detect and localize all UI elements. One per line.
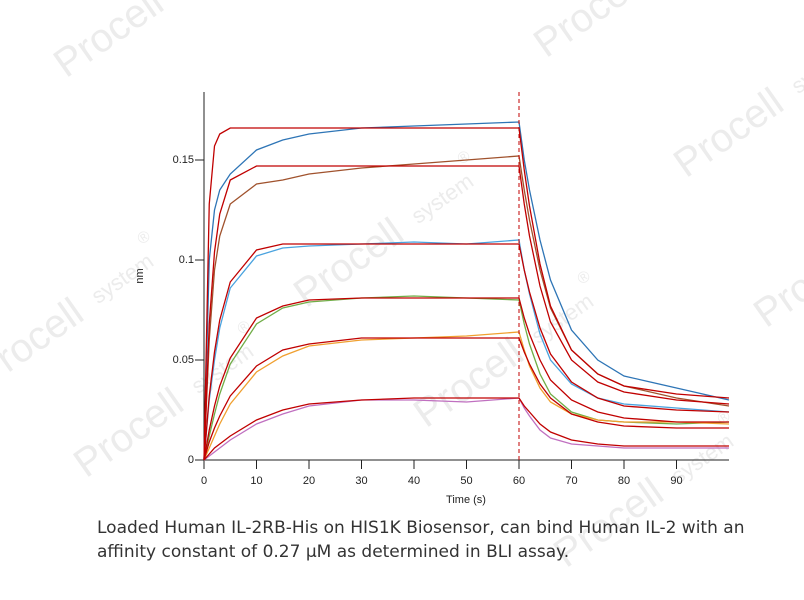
watermark-sub: system (787, 38, 804, 98)
x-tick-label: 40 (408, 475, 420, 487)
x-tick-label: 20 (303, 475, 315, 487)
watermark-mark: ® (454, 147, 474, 168)
y-tick-label: 0.15 (173, 154, 194, 166)
watermarks: Procellsystem®Procellsystem®Procellsyste… (0, 0, 804, 576)
x-tick-label: 30 (355, 475, 367, 487)
caption: Loaded Human IL-2RB-His on HIS1K Biosens… (97, 518, 745, 562)
series-line (203, 297, 729, 461)
x-tick-label: 70 (565, 475, 577, 487)
watermark-brand: Procell (66, 380, 191, 486)
x-tick-label: 90 (670, 475, 682, 487)
watermark-brand: Procell (746, 230, 804, 336)
x-tick-label: 60 (513, 475, 525, 487)
series-line (203, 337, 729, 461)
watermark-brand: Procell (666, 80, 791, 186)
watermark-brand: Procell (0, 290, 91, 396)
series-line (203, 121, 730, 461)
watermark-brand: Procell (286, 210, 411, 316)
series-line (203, 397, 729, 461)
watermark-brand: Procell (46, 0, 171, 86)
plot: 0 0.05 0.1 0.15 0 10 20 30 40 50 60 70 80 90 (173, 92, 730, 487)
y-tick-label: 0.1 (179, 254, 194, 266)
watermark-mark: ® (134, 227, 154, 248)
x-tick-label: 0 (201, 475, 207, 487)
watermark-sub: system (407, 168, 478, 228)
watermark-sub: system (187, 338, 258, 398)
series-line (203, 397, 729, 461)
x-axis-label: Time (s) (446, 494, 486, 506)
y-axis-label: nm (134, 268, 146, 283)
x-tick-label: 50 (460, 475, 472, 487)
x-tick-label: 80 (618, 475, 630, 487)
watermark-brand: Procell (526, 0, 651, 66)
series-line (203, 243, 730, 461)
series-line (203, 165, 730, 461)
watermark-mark: ® (234, 317, 254, 338)
series-line (203, 331, 730, 461)
watermark-brand: Procell (406, 330, 531, 436)
watermark-mark: ® (574, 267, 594, 288)
y-tick-label: 0 (188, 454, 194, 466)
watermark-sub: system (87, 248, 158, 308)
y-tick-label: 0.05 (173, 354, 194, 366)
series-line (203, 127, 730, 461)
x-tick-label: 10 (250, 475, 262, 487)
